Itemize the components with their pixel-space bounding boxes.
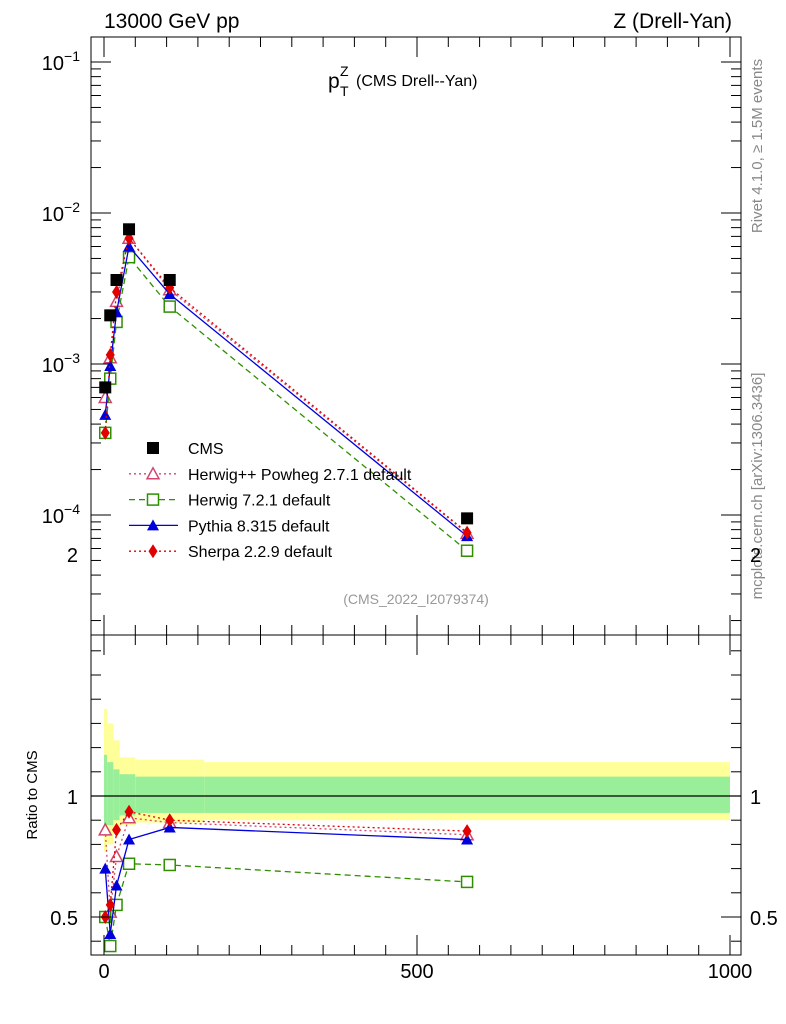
ratio-y-ticks (91, 650, 741, 942)
ratio-x-ticks (103, 635, 731, 955)
main-line-sherpa (104, 236, 468, 534)
legend-marker-herwigpp (145, 466, 161, 480)
band-inner (135, 776, 205, 813)
ratio-y-tick-label-right: 0.5 (750, 908, 778, 930)
ratio-x-tick-labels: 0 500 1000 (98, 961, 752, 983)
main-y-tick-label: 10−4 (42, 501, 80, 528)
main-panel: 10−110−210−310−4 p Z T (CMS Drell--Yan) … (42, 36, 742, 636)
band-inner (104, 754, 108, 830)
band-inner (113, 769, 120, 821)
band-inner (107, 762, 114, 826)
tick-exponent: −3 (64, 350, 80, 366)
plot-title-sup: Z (340, 63, 349, 79)
ratio-point-herwigpp (109, 848, 124, 863)
legend-marker-cms (147, 442, 159, 454)
header-right: Z (Drell-Yan) (613, 10, 732, 33)
ratio-y-tick-label-right: 2 (750, 545, 761, 567)
ratio-point-herwig7 (104, 939, 117, 953)
ratio-x-tick-label: 1000 (708, 961, 753, 983)
main-point-cms (461, 512, 474, 525)
ratio-uncertainty-bands (104, 708, 730, 852)
ratio-y-tick-label: 2 (67, 545, 78, 567)
main-y-tick-label: 10−3 (42, 350, 80, 377)
ratio-point-pythia (99, 862, 112, 874)
legend-label-cms: CMS (188, 441, 224, 458)
legend-label-herwig7: Herwig 7.2.1 default (188, 493, 331, 510)
ratio-y-tick-label: 0.5 (50, 908, 78, 930)
tick-base: 10 (42, 204, 64, 226)
legend-marker-pythia (147, 519, 159, 531)
ratio-y-tick-label: 1 (67, 787, 78, 809)
band-inner (204, 776, 730, 813)
ratio-y-tick-labels: 0.5 1 2 (50, 545, 78, 930)
legend-label-herwigpp: Herwig++ Powheg 2.7.1 default (188, 467, 412, 484)
main-point-herwig7 (122, 250, 136, 264)
legend-label-sherpa: Sherpa 2.2.9 default (188, 544, 333, 561)
ratio-frame (90, 634, 742, 956)
tick-base: 10 (42, 506, 64, 528)
ratio-point-herwig7 (163, 858, 176, 872)
main-y-tick-label: 10−2 (42, 199, 80, 226)
ratio-line-herwig7 (104, 863, 468, 947)
main-point-sherpa (105, 347, 115, 362)
header-left: 13000 GeV pp (104, 10, 239, 33)
tick-exponent: −2 (64, 199, 80, 215)
main-point-pythia (104, 359, 117, 371)
ratio-y-tick-label-right: 1 (750, 787, 761, 809)
main-point-herwig7 (163, 300, 176, 313)
legend-label-pythia: Pythia 8.315 default (188, 518, 330, 535)
plot-title-sub: T (340, 83, 349, 99)
ratio-point-herwig7 (122, 857, 136, 871)
ratio-point-sherpa (165, 813, 175, 828)
ratio-point-sherpa (124, 804, 134, 819)
main-series (97, 223, 475, 557)
ratio-point-herwigpp (97, 822, 113, 836)
plot-title: p (328, 70, 340, 93)
main-point-cms (123, 223, 136, 236)
ratio-point-pythia (461, 833, 474, 845)
ratio-point-pythia (123, 833, 136, 845)
main-point-cms (163, 273, 176, 286)
main-line-herwigpp (104, 236, 468, 534)
rivet-label: Rivet 4.1.0, ≥ 1.5M events (749, 59, 766, 233)
tick-exponent: −4 (64, 501, 80, 517)
tick-base: 10 (42, 53, 64, 75)
main-point-sherpa (100, 425, 110, 440)
main-point-pythia (99, 408, 112, 420)
plot-title-suffix: (CMS Drell--Yan) (356, 73, 477, 90)
tick-base: 10 (42, 355, 64, 377)
ratio-panel: 0.5 1 2 0.5 1 2 0 500 1000 Ratio to CMS (24, 545, 778, 983)
ratio-point-sherpa (112, 822, 122, 837)
main-point-sherpa (112, 284, 122, 299)
main-point-cms (110, 273, 123, 286)
legend: CMS Herwig++ Powheg 2.7.1 default Herwig 7… (129, 441, 412, 561)
main-line-pythia (104, 245, 468, 537)
ratio-point-sherpa (105, 897, 115, 912)
main-point-herwig7 (460, 544, 474, 557)
analysis-tag: (CMS_2022_I2079374) (343, 591, 489, 607)
main-y-ticks (91, 61, 741, 622)
ratio-series (97, 804, 475, 953)
ratio-y-axis-label: Ratio to CMS (24, 750, 41, 839)
ratio-point-herwig7 (460, 875, 474, 889)
ratio-y-tick-labels-right: 0.5 1 2 (750, 545, 778, 930)
ratio-point-pythia (110, 879, 123, 891)
ratio-x-tick-label: 0 (98, 961, 109, 983)
main-point-sherpa (462, 525, 472, 540)
legend-marker-sherpa (148, 544, 158, 559)
main-point-cms (104, 309, 117, 322)
ratio-line-pythia (104, 826, 468, 935)
main-x-ticks (103, 37, 731, 635)
legend-marker-herwig7 (146, 493, 160, 506)
mcplots-label: mcplots.cern.ch [arXiv:1306.3436] (749, 373, 766, 600)
main-y-tick-labels: 10−110−210−310−4 (42, 48, 80, 528)
ratio-x-tick-label: 500 (400, 961, 433, 983)
ratio-point-sherpa (462, 824, 472, 839)
main-y-tick-label: 10−1 (42, 48, 80, 75)
tick-exponent: −1 (64, 48, 80, 64)
main-point-cms (99, 381, 112, 394)
ratio-point-pythia (104, 927, 117, 939)
band-inner (119, 774, 136, 816)
